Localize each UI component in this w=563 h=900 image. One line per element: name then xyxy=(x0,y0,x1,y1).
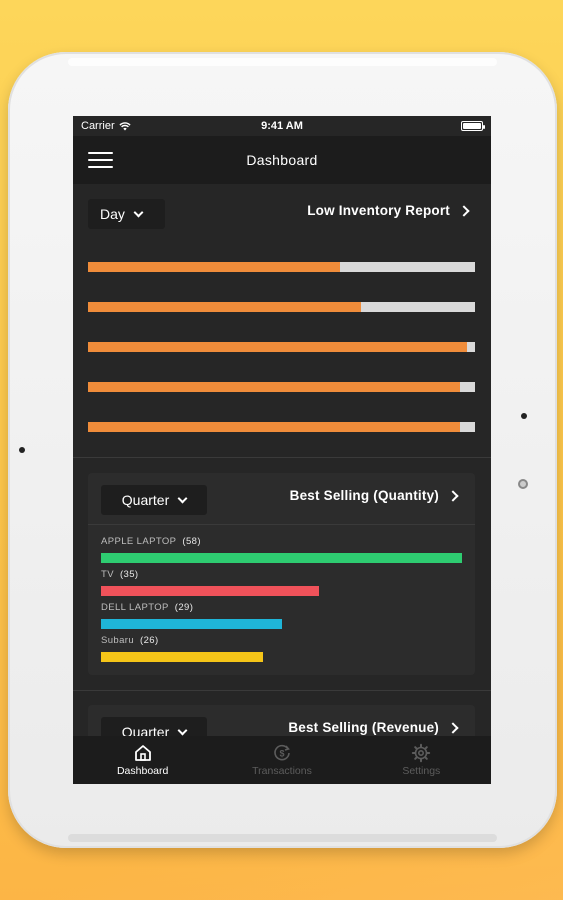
inventory-bar-fill xyxy=(88,262,340,272)
status-bar: Carrier 9:41 AM xyxy=(73,116,491,136)
revenue-period-dropdown[interactable]: Quarter xyxy=(101,717,207,736)
svg-text:$: $ xyxy=(279,749,284,759)
best-item-label: TV (35) xyxy=(101,569,139,580)
best-item-bar xyxy=(101,652,263,662)
sensor-right xyxy=(518,479,528,489)
best-item-label: APPLE LAPTOP (58) xyxy=(101,536,201,547)
status-time: 9:41 AM xyxy=(261,120,303,132)
inventory-bar-fill xyxy=(88,422,460,432)
chevron-right-icon xyxy=(447,721,459,734)
inventory-bar xyxy=(88,342,475,352)
inventory-period-label: Day xyxy=(100,206,125,222)
gear-icon xyxy=(412,743,431,763)
tablet-top-edge xyxy=(68,58,497,66)
tab-label: Transactions xyxy=(252,765,312,777)
menu-icon[interactable] xyxy=(88,152,113,168)
best-selling-revenue-card: Quarter Best Selling (Revenue) xyxy=(88,705,475,736)
tab-label: Dashboard xyxy=(116,765,169,777)
tab-settings[interactable]: Settings xyxy=(352,736,491,784)
chevron-right-icon xyxy=(447,489,459,502)
best-selling-quantity-link[interactable]: Best Selling (Quantity) xyxy=(289,488,459,503)
battery-icon xyxy=(461,121,485,131)
inventory-bar-fill xyxy=(88,342,468,352)
wifi-icon xyxy=(119,121,131,130)
dollar-icon: $ xyxy=(274,744,290,761)
best-item-label: Subaru (26) xyxy=(101,635,159,646)
carrier-label: Carrier xyxy=(81,120,115,132)
inventory-bar-fill xyxy=(88,382,460,392)
section-divider xyxy=(73,690,491,691)
chevron-right-icon xyxy=(458,204,470,217)
inventory-bar xyxy=(88,422,475,432)
dashboard-content[interactable]: Day Low Inventory Report Quarter Bes xyxy=(73,184,491,736)
page-title: Dashboard xyxy=(246,152,318,168)
inventory-bar-fill xyxy=(88,302,361,312)
low-inventory-report-link[interactable]: Low Inventory Report xyxy=(307,203,470,218)
best-selling-revenue-link[interactable]: Best Selling (Revenue) xyxy=(288,720,459,735)
best-item-bar xyxy=(101,586,319,596)
inventory-bar xyxy=(88,382,475,392)
chevron-down-icon xyxy=(177,725,188,735)
best-item-bar xyxy=(101,619,282,629)
best-selling-quantity-card: Quarter Best Selling (Quantity) APPLE LA… xyxy=(88,473,475,675)
best-selling-quantity-title: Best Selling (Quantity) xyxy=(289,488,439,503)
tab-label: Settings xyxy=(402,765,441,777)
inventory-bar xyxy=(88,302,475,312)
inventory-period-dropdown[interactable]: Day xyxy=(88,199,165,229)
inventory-section: Day Low Inventory Report xyxy=(73,184,491,458)
tablet-bottom-edge xyxy=(68,834,497,842)
low-inventory-report-label: Low Inventory Report xyxy=(307,203,450,218)
card-header: Quarter Best Selling (Quantity) xyxy=(88,473,475,525)
quantity-period-dropdown[interactable]: Quarter xyxy=(101,485,207,515)
app-screen: Carrier 9:41 AM Dashboard Day Low Inve xyxy=(73,116,491,784)
tab-bar: Dashboard $ Transactions Settings xyxy=(73,736,491,784)
home-icon xyxy=(134,745,151,761)
best-selling-revenue-title: Best Selling (Revenue) xyxy=(288,720,439,735)
camera-right xyxy=(521,413,527,419)
nav-bar: Dashboard xyxy=(73,136,491,184)
quantity-period-label: Quarter xyxy=(121,492,170,508)
chevron-down-icon xyxy=(177,493,188,503)
chevron-down-icon xyxy=(133,207,144,217)
inventory-bar xyxy=(88,262,475,272)
camera-left xyxy=(19,447,25,453)
best-item-label: DELL LAPTOP (29) xyxy=(101,602,194,613)
best-item-bar xyxy=(101,553,462,563)
tab-transactions[interactable]: $ Transactions xyxy=(212,736,351,784)
tab-dashboard[interactable]: Dashboard xyxy=(73,736,212,784)
revenue-period-label: Quarter xyxy=(121,724,170,736)
